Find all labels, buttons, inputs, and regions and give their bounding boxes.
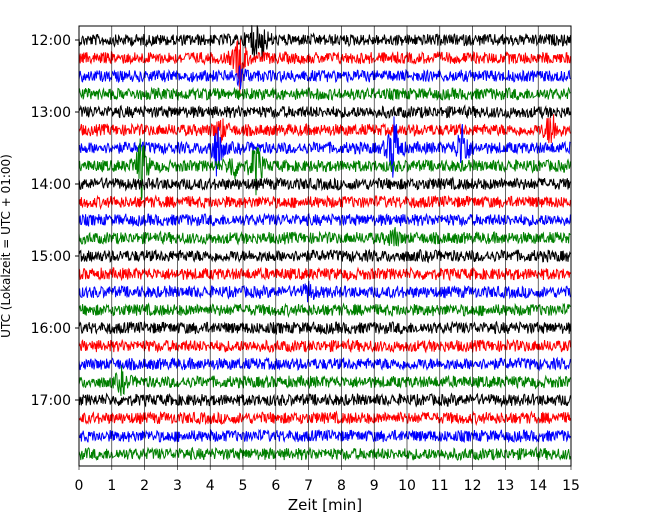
trace-line [78,266,571,282]
x-tick-label: 3 [173,478,182,494]
trace-line [78,114,571,144]
trace-line [78,356,571,372]
y-tick-labels: 12:00 13:00 14:00 15:00 16:00 17:00 [31,33,71,409]
y-tick-label: 13:00 [31,105,71,121]
trace-line [78,212,571,228]
trace-line [78,248,571,264]
y-tick-label: 15:00 [31,249,71,265]
x-axis-label: Zeit [min] [288,496,362,514]
trace-line [78,320,571,336]
x-tick-label: 6 [271,478,280,494]
x-tick-label: 7 [304,478,313,494]
x-tick-label: 12 [464,478,482,494]
x-tick-label: 14 [529,478,547,494]
x-tick-label: 2 [140,478,149,494]
trace-line [78,116,571,178]
y-tick-label: 14:00 [31,177,71,193]
trace-line [78,138,571,201]
trace-line [78,392,571,408]
trace-line [78,104,571,120]
x-tick-label: 5 [239,478,248,494]
trace-line [78,176,571,192]
trace-group [78,25,571,462]
trace-line [78,64,571,90]
y-tick-label: 16:00 [31,321,71,337]
trace-line [78,302,571,319]
trace-line [78,86,571,102]
trace-line [78,410,571,427]
y-tick-label: 12:00 [31,33,71,49]
x-tick-label: 10 [398,478,416,494]
x-tick-label: 1 [107,478,116,494]
x-tick-label: 13 [496,478,514,494]
x-tick-label: 8 [337,478,346,494]
x-tick-label: 0 [75,478,84,494]
trace-line [78,194,571,211]
y-axis-label: UTC (Lokalzeit = UTC + 01:00) [0,154,13,338]
trace-line [78,446,571,462]
plot-frame [78,25,572,467]
trace-line [78,338,571,354]
trace-line [78,365,571,396]
trace-line [78,428,571,444]
x-tick-label: 11 [431,478,449,494]
x-tick-labels: 0 1 2 3 4 5 6 7 8 9 10 11 12 13 14 15 [75,478,580,494]
trace-line [78,25,571,59]
x-tick-label: 15 [562,478,580,494]
x-tick-label: 9 [370,478,379,494]
y-tick-label: 17:00 [31,393,71,409]
trace-line [78,226,571,247]
trace-line [78,280,571,303]
x-tick-label: 4 [206,478,215,494]
trace-line [78,39,571,96]
y-tick-marks [75,39,79,401]
